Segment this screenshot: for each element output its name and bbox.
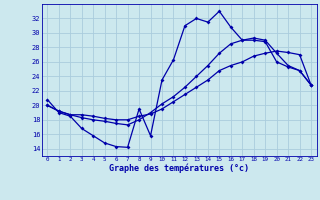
X-axis label: Graphe des températures (°c): Graphe des températures (°c): [109, 164, 249, 173]
